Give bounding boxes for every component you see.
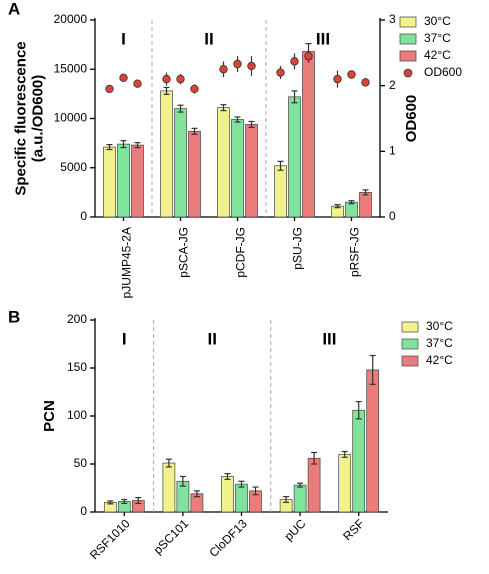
- od-point: [276, 68, 285, 77]
- bar: [307, 457, 321, 513]
- y2-tick-label: 1: [389, 144, 396, 158]
- y-axis-label: Specific fluorescence: [12, 41, 29, 195]
- legend-swatch: [399, 50, 417, 62]
- y2-tick-label: 2: [389, 78, 396, 92]
- bar: [366, 369, 380, 513]
- legend-swatch: [401, 338, 419, 350]
- od-point: [133, 79, 142, 88]
- x-tick-label: CloDF13: [206, 516, 250, 560]
- group-label: III: [322, 329, 336, 348]
- group-label: III: [316, 29, 330, 48]
- y-tick-label: 0: [80, 504, 87, 518]
- y2-tick-label: 3: [389, 12, 396, 26]
- y-tick-label: 100: [67, 408, 87, 422]
- legend-swatch: [401, 355, 419, 367]
- bar: [131, 144, 144, 218]
- y-tick-label: 15000: [54, 61, 88, 75]
- x-tick-label: pJUMP45-2A: [120, 227, 134, 298]
- y-tick-label: 20000: [54, 12, 88, 26]
- bar: [345, 201, 358, 218]
- group-label: II: [204, 29, 213, 48]
- legend-label: 42°C: [426, 353, 453, 367]
- od-point: [333, 74, 342, 84]
- group-label: II: [207, 329, 216, 348]
- y-axis-label: PCN: [41, 400, 58, 432]
- bar: [274, 165, 287, 218]
- bar: [288, 96, 301, 218]
- bar: [338, 454, 352, 513]
- bar: [235, 483, 248, 513]
- y2-axis-label: OD600: [403, 95, 420, 143]
- x-tick-label: pSU-JG: [291, 227, 305, 270]
- bar: [352, 409, 366, 513]
- bar: [302, 51, 315, 218]
- legend-swatch: [401, 321, 419, 333]
- od-point: [190, 84, 199, 94]
- bar: [231, 119, 244, 218]
- y-axis-label: (a.u./OD600): [29, 75, 46, 163]
- od-point: [247, 61, 256, 71]
- legend-swatch: [399, 16, 417, 28]
- x-tick-label: RSF1010: [87, 516, 133, 562]
- od-point: [233, 59, 242, 69]
- bar: [217, 107, 230, 218]
- legend-label: 42°C: [424, 48, 451, 62]
- y-tick-label: 10000: [54, 111, 88, 125]
- y-tick-label: 0: [80, 209, 87, 223]
- bar: [103, 146, 116, 218]
- legend-label: 37°C: [424, 31, 451, 45]
- od-point: [162, 74, 171, 84]
- x-tick-label: RSF: [340, 516, 367, 543]
- legend-marker: [403, 68, 413, 78]
- od-point: [119, 73, 128, 82]
- od-point: [105, 84, 114, 94]
- bar: [188, 130, 201, 218]
- legend-label: 37°C: [426, 336, 453, 350]
- bar: [117, 143, 130, 218]
- y2-tick-label: 0: [389, 209, 396, 223]
- bar: [293, 484, 307, 513]
- group-label: I: [122, 329, 127, 348]
- x-tick-label: pUC: [282, 516, 309, 543]
- x-tick-label: pSCA-JG: [177, 227, 191, 278]
- y-tick-label: 50: [74, 456, 88, 470]
- x-tick-label: pRSF-JG: [348, 227, 362, 277]
- legend-swatch: [399, 33, 417, 45]
- bar: [221, 476, 234, 513]
- legend-label: 30°C: [424, 14, 451, 28]
- legend-label: OD600: [424, 65, 462, 79]
- bar: [245, 124, 258, 218]
- od-point: [290, 57, 299, 66]
- x-tick-label: pSC101: [151, 516, 192, 557]
- od-point: [361, 78, 370, 87]
- y-tick-label: 200: [67, 312, 87, 326]
- y-tick-label: 150: [67, 360, 87, 374]
- panel-label: B: [8, 307, 20, 326]
- od-point: [219, 65, 228, 74]
- bar: [160, 90, 173, 218]
- group-label: I: [121, 29, 126, 48]
- y-tick-label: 5000: [60, 160, 87, 174]
- bar: [162, 462, 176, 513]
- od-point: [347, 70, 356, 79]
- bar: [174, 108, 187, 218]
- panel-label: A: [8, 0, 20, 18]
- od-point: [176, 74, 185, 84]
- x-tick-label: pCDF-JG: [234, 227, 248, 278]
- bar: [359, 192, 372, 218]
- od-point: [304, 51, 313, 61]
- legend-label: 30°C: [426, 319, 453, 333]
